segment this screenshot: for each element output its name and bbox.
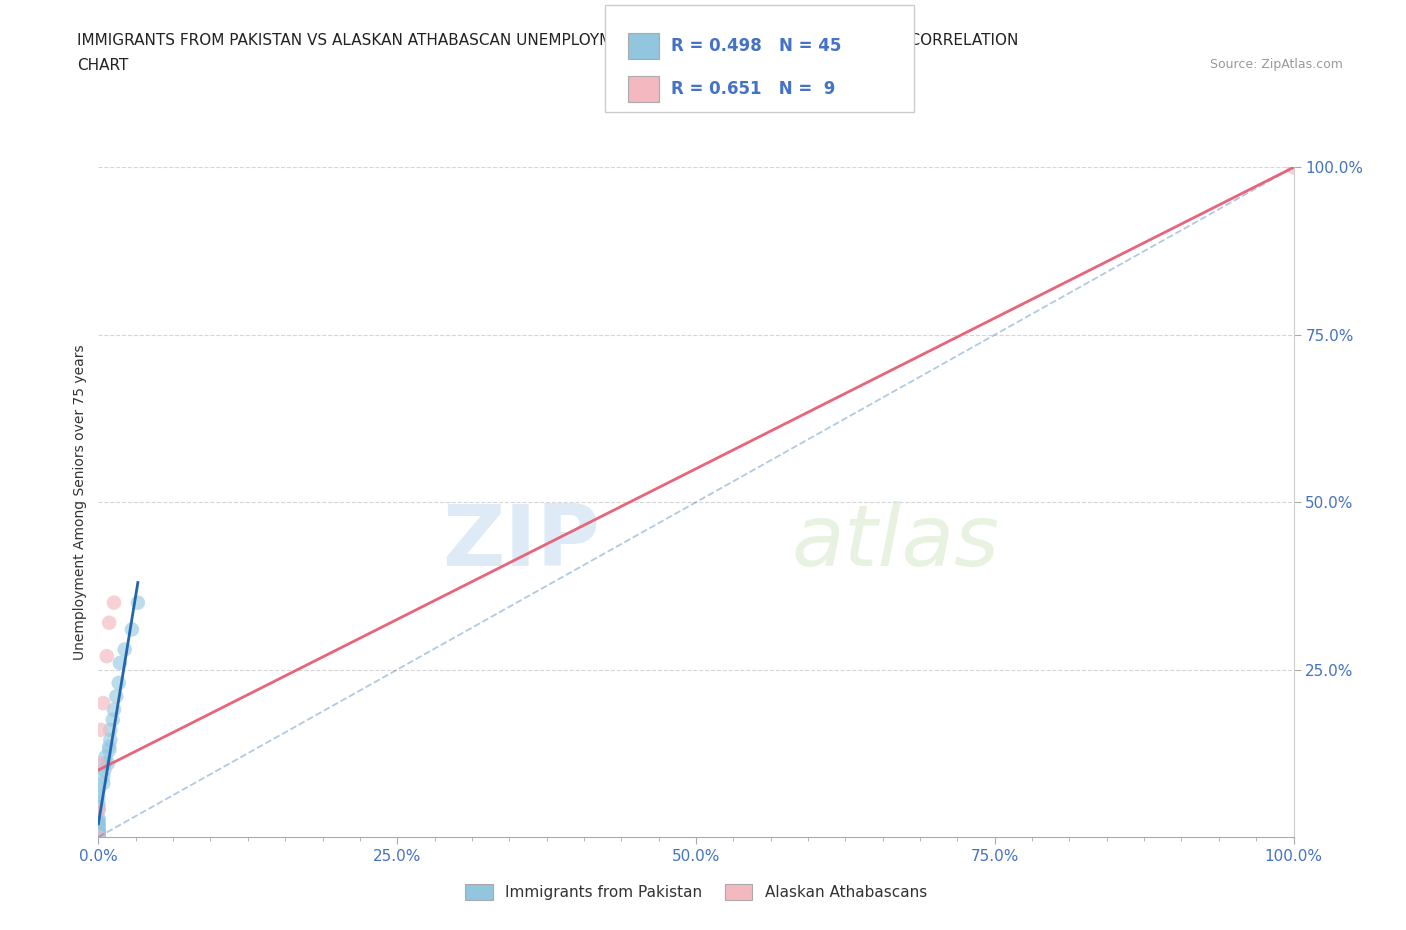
Point: [93, 763, 115, 777]
Point: [87, 830, 110, 844]
Y-axis label: Unemployment Among Seniors over 75 years: Unemployment Among Seniors over 75 years: [73, 344, 87, 660]
Point: [87, 828, 110, 843]
Point: [87, 823, 110, 838]
Text: Source: ZipAtlas.com: Source: ZipAtlas.com: [1209, 58, 1343, 71]
Point: [96, 649, 118, 664]
Point: [94, 750, 117, 764]
Text: atlas: atlas: [792, 501, 1000, 584]
Point: [87, 815, 110, 830]
Text: CHART: CHART: [77, 58, 129, 73]
Point: [87, 783, 110, 798]
Point: [98, 733, 122, 748]
Point: [87, 819, 110, 834]
Point: [87, 830, 110, 844]
Point: [87, 817, 110, 831]
Point: [87, 821, 110, 836]
Legend: Immigrants from Pakistan, Alaskan Athabascans: Immigrants from Pakistan, Alaskan Athaba…: [458, 878, 934, 907]
Point: [87, 823, 110, 838]
Point: [91, 776, 114, 790]
Point: [121, 622, 143, 637]
Point: [87, 825, 110, 840]
Point: [103, 702, 125, 717]
Point: [98, 739, 121, 754]
Text: ZIP: ZIP: [443, 501, 600, 584]
Point: [87, 803, 110, 817]
Point: [87, 790, 110, 804]
Point: [87, 803, 110, 817]
Text: R = 0.498   N = 45: R = 0.498 N = 45: [671, 37, 841, 56]
Text: IMMIGRANTS FROM PAKISTAN VS ALASKAN ATHABASCAN UNEMPLOYMENT AMONG SENIORS OVER 7: IMMIGRANTS FROM PAKISTAN VS ALASKAN ATHA…: [77, 33, 1019, 47]
Point: [114, 642, 136, 657]
Point: [91, 769, 114, 784]
Point: [98, 742, 121, 757]
Point: [87, 830, 110, 844]
Point: [108, 656, 131, 671]
Point: [127, 595, 149, 610]
Point: [105, 689, 128, 704]
Point: [87, 796, 110, 811]
Point: [87, 813, 110, 828]
Point: [87, 830, 110, 844]
Point: [101, 712, 124, 727]
Point: [107, 675, 129, 690]
Point: [90, 723, 112, 737]
Point: [91, 696, 114, 711]
Point: [87, 756, 110, 771]
Point: [87, 826, 110, 841]
Point: [98, 723, 122, 737]
Point: [87, 830, 110, 844]
Point: [93, 756, 115, 771]
Text: R = 0.651   N =  9: R = 0.651 N = 9: [671, 80, 835, 99]
Point: [87, 824, 110, 839]
Point: [87, 800, 110, 815]
Point: [98, 616, 121, 631]
Point: [1282, 160, 1305, 175]
Point: [103, 595, 125, 610]
Point: [87, 817, 110, 832]
Point: [87, 830, 110, 844]
Point: [87, 827, 110, 842]
Point: [87, 830, 110, 844]
Point: [97, 756, 120, 771]
Point: [87, 830, 110, 844]
Point: [87, 811, 110, 826]
Point: [87, 824, 110, 839]
